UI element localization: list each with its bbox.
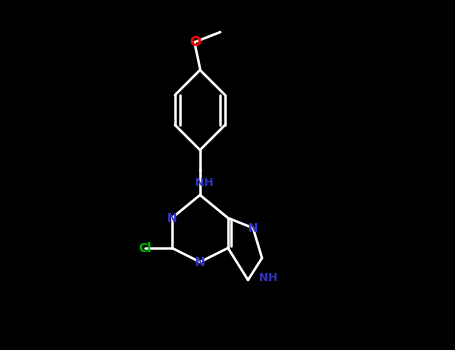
Text: N: N xyxy=(195,256,205,268)
Text: NH: NH xyxy=(195,177,214,188)
Text: N: N xyxy=(248,222,258,235)
Text: Cl: Cl xyxy=(138,241,152,254)
Text: NH: NH xyxy=(259,273,277,283)
Text: N: N xyxy=(167,211,177,224)
Text: O: O xyxy=(189,35,201,49)
